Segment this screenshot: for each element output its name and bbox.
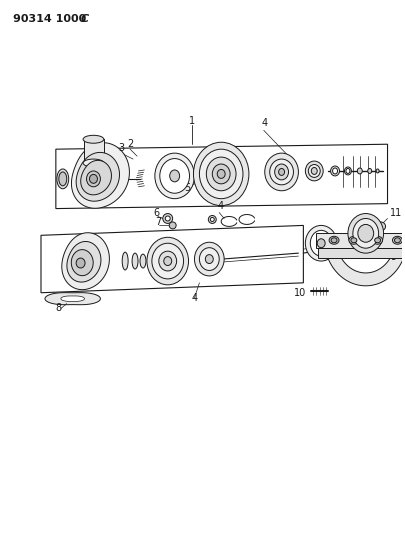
Ellipse shape: [270, 159, 294, 185]
Ellipse shape: [308, 165, 320, 177]
Circle shape: [163, 214, 173, 223]
Ellipse shape: [87, 171, 100, 187]
Ellipse shape: [353, 219, 379, 248]
Ellipse shape: [351, 238, 357, 243]
Ellipse shape: [83, 135, 104, 143]
Ellipse shape: [317, 239, 325, 248]
Ellipse shape: [358, 224, 374, 242]
Text: 90314 1000: 90314 1000: [13, 14, 87, 25]
Polygon shape: [67, 241, 101, 282]
Ellipse shape: [152, 243, 183, 279]
Ellipse shape: [265, 153, 298, 191]
Text: 4: 4: [262, 118, 268, 128]
Polygon shape: [324, 238, 405, 286]
Ellipse shape: [305, 225, 337, 261]
Polygon shape: [61, 296, 85, 301]
Ellipse shape: [170, 170, 179, 182]
Text: 1: 1: [190, 116, 196, 126]
Ellipse shape: [90, 174, 98, 183]
Ellipse shape: [275, 164, 288, 180]
Ellipse shape: [199, 248, 219, 270]
Polygon shape: [83, 139, 104, 163]
Ellipse shape: [310, 230, 332, 256]
Ellipse shape: [206, 157, 236, 191]
Ellipse shape: [132, 253, 138, 269]
Ellipse shape: [345, 167, 352, 175]
Polygon shape: [76, 152, 119, 201]
Text: 7: 7: [155, 217, 161, 228]
Text: 4: 4: [217, 200, 224, 211]
Ellipse shape: [140, 254, 146, 268]
Ellipse shape: [375, 238, 381, 243]
Ellipse shape: [199, 149, 243, 199]
Ellipse shape: [279, 168, 285, 175]
Polygon shape: [316, 233, 405, 248]
Circle shape: [210, 217, 214, 221]
Text: 6: 6: [153, 207, 159, 217]
Ellipse shape: [76, 258, 85, 268]
Polygon shape: [45, 293, 100, 305]
Ellipse shape: [346, 168, 350, 173]
Ellipse shape: [160, 159, 190, 193]
Circle shape: [165, 216, 170, 221]
Polygon shape: [71, 143, 130, 208]
Ellipse shape: [205, 255, 213, 263]
Ellipse shape: [212, 164, 230, 184]
Polygon shape: [62, 233, 109, 289]
Ellipse shape: [164, 256, 172, 265]
Polygon shape: [71, 249, 93, 276]
Ellipse shape: [305, 161, 323, 181]
Ellipse shape: [329, 236, 339, 244]
Text: 3: 3: [118, 143, 124, 153]
Ellipse shape: [392, 236, 403, 244]
Polygon shape: [318, 248, 405, 258]
Polygon shape: [81, 160, 111, 195]
Ellipse shape: [194, 142, 249, 206]
Text: 4: 4: [192, 293, 198, 303]
Text: 8: 8: [56, 303, 62, 312]
Text: C: C: [81, 14, 89, 25]
Ellipse shape: [59, 172, 67, 186]
Ellipse shape: [349, 236, 359, 244]
Text: 9: 9: [390, 252, 396, 262]
Text: 5: 5: [185, 183, 191, 193]
Ellipse shape: [83, 159, 104, 167]
Ellipse shape: [147, 237, 188, 285]
Ellipse shape: [159, 251, 177, 271]
Ellipse shape: [57, 169, 69, 189]
Ellipse shape: [357, 168, 362, 174]
Ellipse shape: [311, 167, 317, 174]
Ellipse shape: [348, 214, 384, 253]
Ellipse shape: [368, 168, 372, 173]
Text: 2: 2: [127, 139, 133, 149]
Ellipse shape: [331, 238, 337, 243]
Ellipse shape: [194, 242, 224, 276]
Ellipse shape: [330, 166, 339, 176]
Circle shape: [169, 222, 176, 229]
Circle shape: [208, 215, 216, 223]
Text: 10: 10: [294, 288, 306, 298]
Polygon shape: [336, 238, 395, 273]
Ellipse shape: [373, 236, 383, 244]
Ellipse shape: [217, 169, 225, 179]
Ellipse shape: [155, 153, 194, 199]
Ellipse shape: [394, 238, 401, 243]
Ellipse shape: [333, 168, 337, 174]
Text: 11: 11: [390, 207, 402, 217]
Ellipse shape: [376, 169, 379, 173]
Ellipse shape: [376, 222, 386, 231]
Ellipse shape: [122, 252, 128, 270]
